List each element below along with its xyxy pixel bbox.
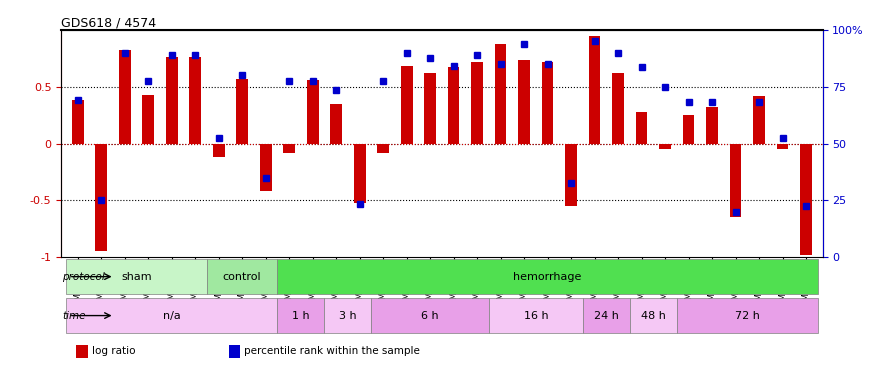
FancyBboxPatch shape xyxy=(489,298,583,333)
Bar xyxy=(72,100,84,144)
Text: GDS618 / 4574: GDS618 / 4574 xyxy=(61,17,157,30)
Bar xyxy=(730,144,741,218)
Text: hemorrhage: hemorrhage xyxy=(514,272,582,282)
Text: 24 h: 24 h xyxy=(594,310,619,321)
Text: 3 h: 3 h xyxy=(340,310,357,321)
Text: time: time xyxy=(62,310,86,321)
Text: protocol: protocol xyxy=(62,272,105,282)
FancyBboxPatch shape xyxy=(66,298,277,333)
Bar xyxy=(518,60,530,144)
Bar xyxy=(377,144,389,153)
Text: sham: sham xyxy=(121,272,151,282)
Bar xyxy=(401,66,412,144)
Bar xyxy=(542,62,554,144)
Bar xyxy=(284,144,295,153)
Text: 48 h: 48 h xyxy=(640,310,666,321)
Bar xyxy=(228,345,240,358)
Bar xyxy=(612,73,624,144)
FancyBboxPatch shape xyxy=(325,298,371,333)
Bar xyxy=(589,36,600,144)
Bar xyxy=(424,73,436,144)
Bar xyxy=(636,112,648,144)
Bar xyxy=(236,79,248,144)
Text: 1 h: 1 h xyxy=(292,310,310,321)
FancyBboxPatch shape xyxy=(583,298,630,333)
Text: 72 h: 72 h xyxy=(735,310,760,321)
FancyBboxPatch shape xyxy=(677,298,818,333)
FancyBboxPatch shape xyxy=(277,259,818,294)
Bar xyxy=(165,57,178,144)
Text: 6 h: 6 h xyxy=(422,310,439,321)
Bar xyxy=(682,115,695,144)
Bar xyxy=(777,144,788,149)
Bar xyxy=(753,96,765,144)
Bar xyxy=(800,144,812,255)
Text: percentile rank within the sample: percentile rank within the sample xyxy=(244,346,420,356)
Bar xyxy=(307,80,318,144)
Bar xyxy=(260,144,271,191)
Bar xyxy=(213,144,225,157)
Bar xyxy=(354,144,366,202)
FancyBboxPatch shape xyxy=(371,298,489,333)
Text: 16 h: 16 h xyxy=(523,310,548,321)
Bar xyxy=(494,44,507,144)
Text: log ratio: log ratio xyxy=(92,346,136,356)
FancyBboxPatch shape xyxy=(630,298,677,333)
FancyBboxPatch shape xyxy=(277,298,325,333)
Bar xyxy=(95,144,107,252)
Bar xyxy=(143,95,154,144)
FancyBboxPatch shape xyxy=(206,259,277,294)
Bar xyxy=(472,62,483,144)
FancyBboxPatch shape xyxy=(66,259,206,294)
Bar xyxy=(448,68,459,144)
Bar xyxy=(189,57,201,144)
Text: n/a: n/a xyxy=(163,310,180,321)
Bar xyxy=(659,144,671,149)
Bar xyxy=(330,104,342,144)
Bar xyxy=(706,107,718,144)
Bar xyxy=(119,51,130,144)
Bar xyxy=(76,345,88,358)
Text: control: control xyxy=(223,272,262,282)
Bar xyxy=(565,144,577,206)
